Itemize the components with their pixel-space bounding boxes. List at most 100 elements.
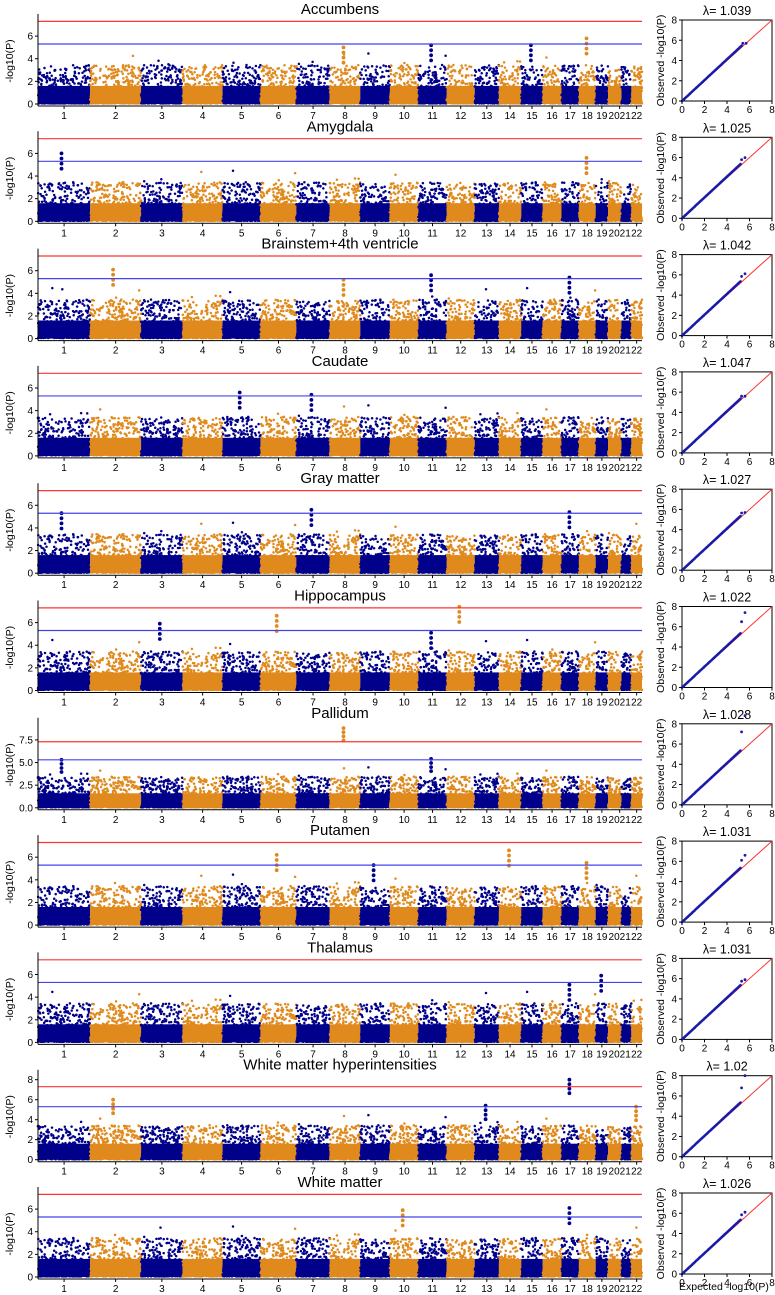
snp-point: [80, 198, 83, 201]
snp-point: [304, 68, 307, 71]
snp-point: [298, 63, 301, 66]
snp-point: [615, 76, 618, 79]
snp-point: [214, 77, 217, 80]
snp-point: [318, 81, 321, 84]
snp-point: [74, 200, 77, 203]
snp-point: [190, 67, 193, 70]
snp-point: [171, 67, 174, 70]
snp-point: [160, 73, 163, 76]
snp-point: [320, 71, 323, 74]
snp-point: [464, 64, 467, 67]
snp-point: [261, 79, 264, 82]
peak-point: [585, 47, 589, 51]
snp-point: [450, 83, 453, 86]
snp-point: [480, 72, 483, 75]
snp-point: [501, 71, 504, 74]
snp-point: [259, 78, 262, 81]
snp-point: [461, 67, 464, 70]
snp-point: [179, 71, 182, 74]
snp-point: [359, 71, 362, 74]
snp-point: [111, 69, 114, 72]
snp-point: [62, 74, 65, 77]
snp-point: [280, 74, 283, 77]
snp-point: [339, 84, 342, 87]
qq-y-tick-label: 2: [671, 76, 677, 87]
snp-point: [517, 66, 520, 69]
snp-point: [187, 83, 190, 86]
snp-point: [147, 82, 150, 85]
snp-point: [554, 65, 557, 68]
snp-point: [401, 70, 404, 73]
snp-point: [508, 78, 511, 81]
snp-point: [461, 79, 464, 82]
snp-point: [367, 52, 370, 55]
snp-point: [63, 83, 66, 86]
snp-point: [244, 83, 247, 86]
snp-point: [427, 77, 430, 80]
snp-point: [146, 72, 149, 75]
snp-point: [72, 81, 75, 84]
snp-point: [522, 80, 525, 83]
snp-density-band: [330, 86, 361, 104]
snp-point: [415, 74, 418, 77]
snp-point: [81, 80, 84, 83]
snp-point: [294, 70, 297, 73]
snp-point: [288, 77, 291, 80]
snp-point: [222, 73, 225, 76]
x-tick-label: 15: [526, 111, 538, 122]
snp-point: [561, 80, 564, 83]
snp-point: [482, 82, 485, 85]
snp-point: [136, 83, 139, 86]
snp-point: [511, 72, 514, 75]
snp-point: [167, 67, 170, 70]
snp-point: [344, 69, 347, 72]
snp-point: [372, 76, 375, 79]
snp-point: [369, 77, 372, 80]
snp-point: [573, 75, 576, 78]
snp-density-band: [475, 86, 499, 104]
snp-point: [91, 72, 94, 75]
snp-point: [275, 81, 278, 84]
snp-point: [485, 74, 488, 77]
snp-point: [41, 79, 44, 82]
snp-point: [479, 77, 482, 80]
snp-point: [635, 75, 638, 78]
snp-point: [441, 64, 444, 67]
x-tick-label: 2: [113, 111, 119, 122]
snp-point: [116, 74, 119, 77]
snp-point: [206, 79, 209, 82]
snp-point: [236, 76, 239, 79]
snp-point: [196, 74, 199, 77]
snp-density-band: [562, 86, 579, 104]
snp-point: [636, 69, 639, 72]
snp-point: [465, 74, 468, 77]
snp-point: [562, 67, 565, 70]
snp-point: [514, 80, 517, 83]
snp-point: [471, 84, 474, 87]
snp-point: [420, 77, 423, 80]
snp-point: [174, 71, 177, 74]
snp-density-band: [579, 86, 596, 104]
snp-point: [146, 66, 149, 69]
snp-point: [610, 81, 613, 84]
peak-point: [529, 59, 533, 63]
snp-point: [596, 66, 599, 69]
snp-point: [131, 74, 134, 77]
snp-point: [602, 68, 605, 71]
snp-point: [310, 78, 313, 81]
snp-point: [332, 73, 335, 76]
snp-point: [223, 80, 226, 83]
snp-point: [545, 56, 548, 59]
snp-point: [335, 76, 338, 79]
snp-point: [257, 74, 260, 77]
snp-point: [129, 72, 132, 75]
snp-point: [89, 80, 92, 83]
snp-point: [127, 64, 130, 67]
snp-point: [366, 82, 369, 85]
snp-point: [390, 79, 393, 82]
x-tick-label: 5: [239, 111, 245, 122]
snp-point: [633, 72, 636, 75]
snp-point: [52, 190, 55, 193]
snp-point: [521, 72, 524, 75]
